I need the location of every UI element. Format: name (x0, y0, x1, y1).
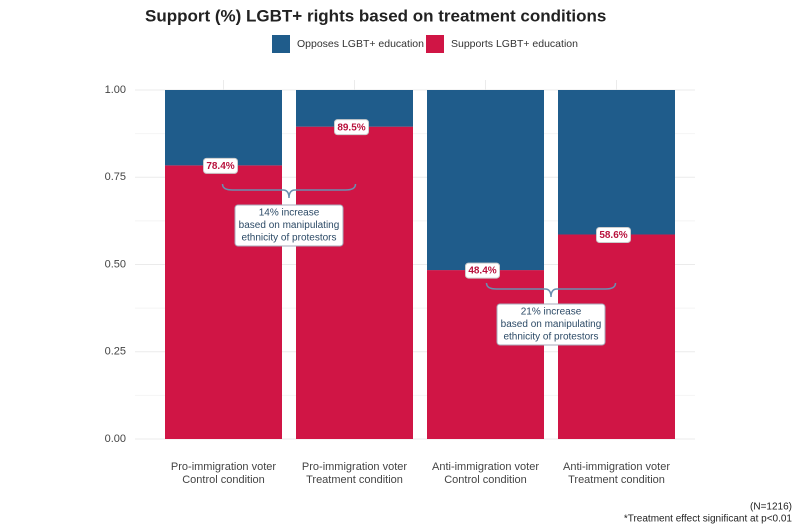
value-label-box (465, 262, 500, 279)
value-label: 48.4% (468, 266, 496, 277)
value-label: 78.4% (206, 161, 234, 172)
annotation-text: 14% increase (259, 208, 320, 219)
y-tick-label: 0.75 (105, 171, 126, 183)
chart-title: Support (%) LGBT+ rights based on treatm… (145, 6, 606, 25)
value-label: 89.5% (337, 122, 365, 133)
y-tick-label: 0.25 (105, 346, 126, 358)
x-tick-label: Pro-immigration voter (302, 461, 407, 473)
legend-swatch (272, 35, 290, 53)
brace (485, 282, 617, 298)
x-tick-label: Control condition (444, 474, 527, 486)
annotation-box (496, 303, 606, 346)
annotation-box (234, 204, 344, 247)
value-label-box (596, 226, 631, 243)
value-label: 58.6% (599, 230, 627, 241)
y-tick-label: 0.00 (105, 433, 126, 445)
bar-segment (558, 90, 675, 235)
y-tick-label: 1.00 (105, 84, 126, 96)
annotation-text: 21% increase (521, 307, 582, 318)
x-tick-label: Pro-immigration voter (171, 461, 276, 473)
value-label-box (203, 157, 238, 174)
bar-segment (427, 270, 544, 439)
annotation-text: ethnicity of protestors (503, 332, 598, 343)
legend-swatch (426, 35, 444, 53)
legend-label: Supports LGBT+ education (451, 38, 578, 50)
legend-label: Opposes LGBT+ education (297, 38, 424, 50)
bar-segment (427, 90, 544, 271)
x-tick-label: Treatment condition (568, 474, 665, 486)
bar-segment (296, 126, 413, 440)
annotation-text: ethnicity of protestors (241, 233, 336, 244)
footnote: (N=1216) (750, 502, 792, 513)
annotation-text: based on manipulating (501, 319, 602, 330)
x-tick-label: Anti-immigration voter (563, 461, 670, 473)
bar-segment (165, 90, 282, 166)
value-label-box (334, 119, 369, 136)
x-tick-label: Treatment condition (306, 474, 403, 486)
footnote: *Treatment effect significant at p<0.01 (624, 514, 793, 525)
brace (221, 183, 357, 199)
annotation-text: based on manipulating (239, 220, 340, 231)
x-tick-label: Control condition (182, 474, 265, 486)
y-tick-label: 0.50 (105, 258, 126, 270)
x-tick-label: Anti-immigration voter (432, 461, 539, 473)
